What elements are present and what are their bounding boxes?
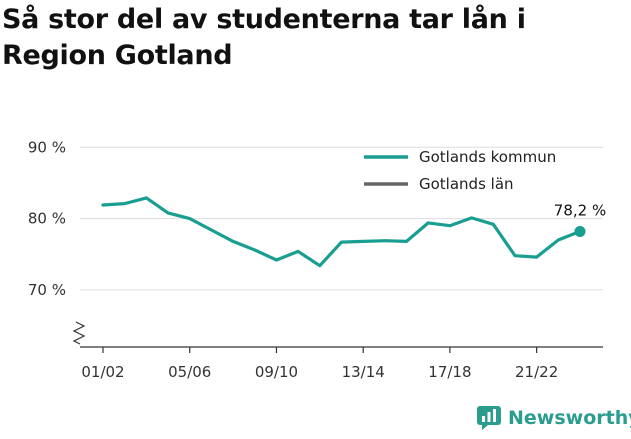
legend[interactable]: Gotlands kommun Gotlands län [364, 148, 556, 193]
newsworthy-logo-icon [477, 406, 501, 430]
end-point-label: 78,2 % [554, 201, 606, 219]
chart-title: Så stor del av studenterna tar lån i Reg… [2, 4, 526, 71]
brand-name: Newsworthy [508, 407, 631, 429]
end-point-marker[interactable] [574, 225, 586, 237]
series-line-gotlands-kommun[interactable] [101, 196, 582, 268]
x-axis: 01/02 05/06 09/10 13/14 17/18 21/22 [72, 321, 603, 381]
newsworthy-brand[interactable]: Newsworthy [476, 405, 631, 431]
series-layer: 78,2 % [101, 196, 606, 268]
legend-label: Gotlands län [419, 175, 514, 193]
x-tick-label: 05/06 [168, 363, 211, 381]
y-tick-label: 80 % [28, 210, 66, 228]
gridlines [80, 146, 603, 291]
legend-label: Gotlands kommun [419, 148, 556, 166]
x-tick-label: 09/10 [255, 363, 298, 381]
x-tick-label: 13/14 [342, 363, 385, 381]
y-tick-label: 70 % [28, 281, 66, 299]
y-tick-label: 90 % [28, 138, 66, 156]
x-tick-label: 21/22 [515, 363, 558, 381]
axis-break-marker [72, 321, 86, 345]
y-axis: 70 % 80 % 90 % [28, 138, 66, 299]
x-tick-label: 17/18 [428, 363, 471, 381]
x-tick-label: 01/02 [81, 363, 124, 381]
